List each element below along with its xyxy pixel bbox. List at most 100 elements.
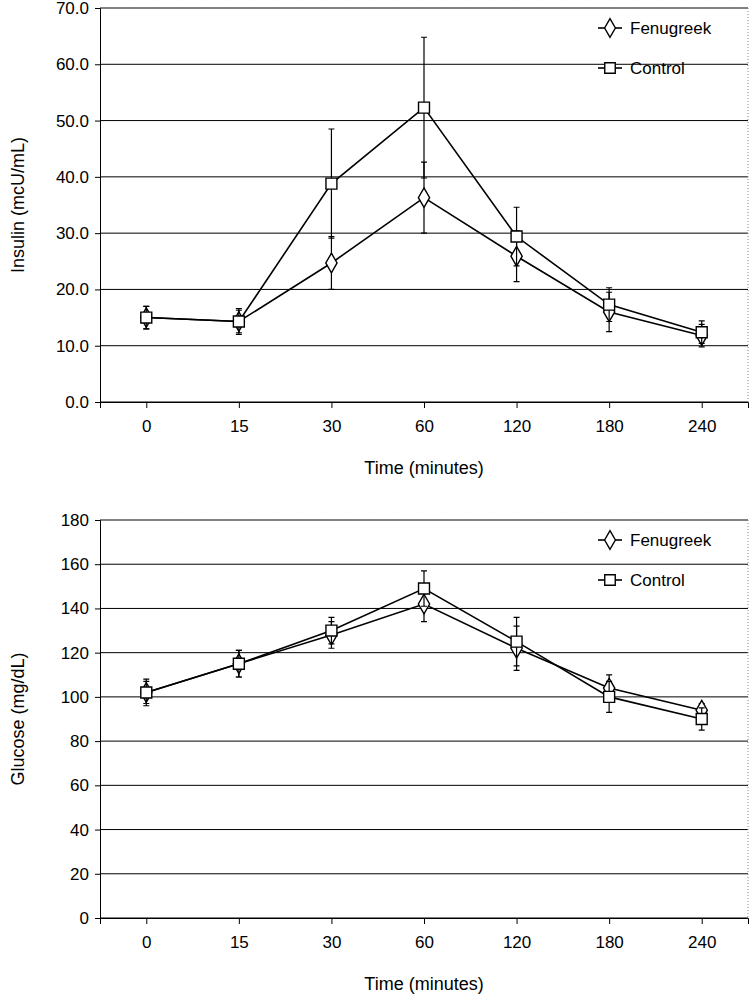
marker: [326, 253, 337, 273]
figure: 0.0 10.0 20.0 30.0 40.0 50.0 60.0 70.0 0 15 30 60 12…: [0, 0, 750, 1000]
grid-line: [100, 741, 748, 742]
x-tick: 30: [322, 402, 341, 436]
x-tick-mark: [609, 402, 610, 408]
x-tick-mark: [424, 918, 425, 924]
y-tick-label: 0.0: [65, 393, 89, 412]
x-tick-label: 0: [142, 417, 151, 436]
x-tick-label: 120: [503, 417, 531, 436]
y-tick-label: 20.0: [56, 280, 89, 299]
x-tick-label: 240: [688, 933, 716, 952]
y-tick: 160: [61, 555, 100, 574]
x-axis-title: Time (minutes): [364, 458, 483, 478]
x-tick-mark: [702, 918, 703, 924]
y-tick-label: 100: [61, 688, 89, 707]
y-tick: 60: [70, 776, 100, 795]
x-tick: 240: [688, 918, 716, 952]
x-tick: 15: [230, 402, 249, 436]
y-tick-label: 60.0: [56, 55, 89, 74]
x-tick-label: 180: [595, 933, 623, 952]
x-tick: 120: [503, 402, 531, 436]
x-tick: 180: [595, 402, 623, 436]
marker: [233, 316, 244, 327]
y-tick: 20.0: [56, 280, 100, 299]
plot-area: [141, 571, 708, 730]
y-tick: 20: [70, 865, 100, 884]
y-axis-line: [95, 521, 101, 919]
x-tick-label: 0: [142, 933, 151, 952]
y-tick: 70.0: [56, 0, 100, 18]
y-tick-mark: [95, 697, 100, 698]
series: [141, 162, 708, 347]
marker: [233, 658, 244, 669]
marker: [696, 714, 707, 725]
y-tick-mark: [95, 741, 100, 742]
y-tick-label: 40: [70, 820, 89, 839]
y-axis-title: Glucose (mg/dL): [8, 652, 28, 785]
y-axis: 0.0 10.0 20.0 30.0 40.0 50.0 60.0 70.0: [56, 0, 101, 412]
y-tick-mark: [95, 177, 100, 178]
marker: [326, 178, 337, 189]
y-tick-mark: [95, 785, 100, 786]
x-tick-mark: [146, 918, 147, 924]
y-tick-mark: [95, 289, 100, 290]
grid-line: [100, 652, 748, 653]
y-tick-label: 50.0: [56, 112, 89, 131]
marker: [418, 188, 429, 208]
x-axis-line: [101, 919, 749, 925]
marker: [419, 102, 430, 113]
marker: [696, 327, 707, 338]
y-tick-label: 140: [61, 599, 89, 618]
legend-marker: [605, 575, 615, 585]
y-tick-label: 180: [61, 511, 89, 530]
y-tick-label: 10.0: [56, 337, 89, 356]
legend-item: Fenugreek: [598, 19, 712, 38]
y-tick-mark: [95, 8, 100, 9]
legend-marker: [605, 531, 616, 550]
x-tick-mark: [239, 402, 240, 408]
x-tick: 15: [230, 918, 249, 952]
y-tick: 140: [61, 599, 100, 618]
legend-item: Control: [598, 571, 685, 590]
x-tick: 180: [595, 918, 623, 952]
y-tick: 30.0: [56, 224, 100, 243]
y-tick-mark: [95, 64, 100, 65]
x-tick-mark: [331, 402, 332, 408]
y-tick-label: 40.0: [56, 168, 89, 187]
x-tick-label: 120: [503, 933, 531, 952]
x-tick-label: 15: [230, 933, 249, 952]
grid: [100, 520, 748, 918]
y-tick-label: 70.0: [56, 0, 89, 18]
x-tick: 60: [415, 402, 434, 436]
series: [141, 37, 707, 343]
y-axis: 020406080100120140160180: [61, 511, 101, 928]
chart: 0204060801001201401601800153060120180240…: [8, 511, 749, 994]
y-axis-line: [95, 9, 101, 403]
series: [141, 571, 707, 730]
y-tick-label: 120: [61, 644, 89, 663]
y-tick-mark: [95, 564, 100, 565]
line: [146, 589, 701, 719]
y-tick-mark: [95, 608, 100, 609]
marker: [141, 687, 152, 698]
line: [146, 604, 701, 710]
y-axis-title: Insulin (mcU/mL): [8, 137, 28, 273]
x-tick: 0: [142, 918, 151, 952]
x-tick-label: 240: [688, 417, 716, 436]
y-tick-label: 20: [70, 865, 89, 884]
x-tick-mark: [146, 402, 147, 408]
marker: [141, 312, 152, 323]
y-tick-mark: [95, 830, 100, 831]
x-tick-mark: [424, 402, 425, 408]
y-tick: 0: [80, 909, 100, 928]
grid-line: [100, 873, 748, 874]
marker: [326, 625, 337, 636]
chart: 0.0 10.0 20.0 30.0 40.0 50.0 60.0 70.0 0 15 30 60 12…: [8, 0, 749, 478]
y-tick: 60.0: [56, 55, 100, 74]
legend-marker: [605, 63, 615, 73]
legend-item: Fenugreek: [598, 531, 712, 550]
grid-line: [100, 345, 748, 346]
x-tick-label: 60: [415, 933, 434, 952]
legend: Fenugreek Control: [598, 531, 712, 590]
x-tick-label: 15: [230, 417, 249, 436]
y-tick-label: 160: [61, 555, 89, 574]
